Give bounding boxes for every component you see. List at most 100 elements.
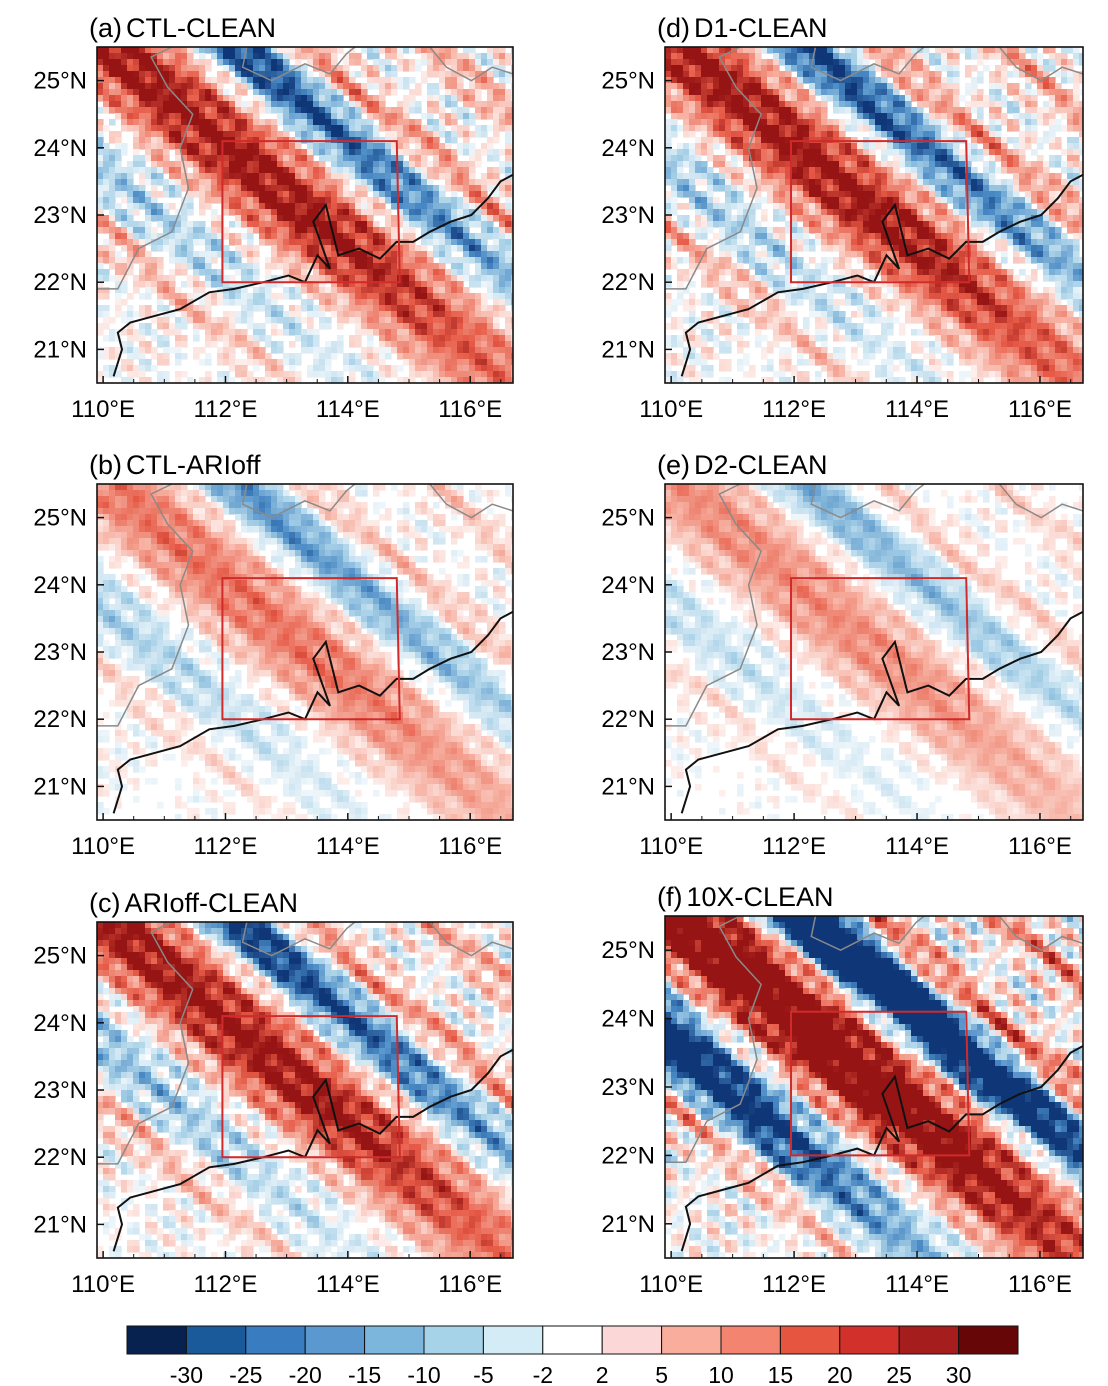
lon-tick-label: 116°E <box>438 396 502 423</box>
colorbar-segment <box>542 1325 603 1355</box>
province-border <box>665 47 762 290</box>
lat-tick-label: 22°N <box>33 269 87 296</box>
lat-tick-label: 25°N <box>33 943 87 970</box>
lon-tick-label: 114°E <box>316 833 380 860</box>
colorbar-label: 10 <box>708 1362 734 1386</box>
panel-name: 10X-CLEAN <box>686 882 833 912</box>
colorbar-segment <box>185 1325 247 1355</box>
lon-tick-label: 112°E <box>762 396 826 423</box>
province-border <box>429 47 513 82</box>
province-border <box>998 916 1083 952</box>
colorbar-label: 15 <box>768 1362 794 1386</box>
lon-tick-label: 110°E <box>71 1271 135 1298</box>
colorbar-segment <box>245 1325 306 1355</box>
province-border <box>810 484 925 519</box>
colorbar-segment <box>958 1325 1019 1355</box>
province-border <box>429 484 513 519</box>
colorbar-segment <box>779 1325 841 1355</box>
province-border <box>241 922 356 957</box>
province-border <box>97 922 194 1165</box>
coastline <box>680 1045 1083 1252</box>
panel-title: (f) 10X-CLEAN <box>657 882 834 912</box>
lon-tick-label: 110°E <box>639 833 703 860</box>
province-border <box>665 916 762 1163</box>
coastline <box>680 173 1083 377</box>
lon-tick-label: 110°E <box>71 396 135 423</box>
lon-tick-label: 112°E <box>194 833 258 860</box>
colorbar-segment <box>720 1325 781 1355</box>
lon-tick-label: 110°E <box>639 396 703 423</box>
colorbar-label: -5 <box>473 1362 493 1386</box>
lat-tick-label: 24°N <box>33 572 87 599</box>
coastline <box>112 610 513 814</box>
lat-tick-label: 22°N <box>601 269 655 296</box>
lat-tick-label: 21°N <box>33 1211 87 1238</box>
lat-tick-label: 25°N <box>33 505 87 532</box>
coastline <box>112 173 513 377</box>
coastline <box>112 1048 513 1252</box>
panel-title: (a) CTL-CLEAN <box>89 13 276 43</box>
anomaly-field <box>97 484 513 820</box>
study-region-box <box>790 140 971 284</box>
province-border <box>810 916 925 952</box>
lon-tick-label: 116°E <box>438 1271 502 1298</box>
lat-tick-label: 23°N <box>601 639 655 666</box>
panel-letter: (a) <box>89 13 122 43</box>
colorbar-label: 2 <box>596 1362 609 1386</box>
province-border <box>810 47 925 82</box>
lat-tick-label: 24°N <box>601 135 655 162</box>
panel-letter: (c) <box>89 888 120 918</box>
lon-tick-label: 116°E <box>1008 1271 1072 1298</box>
lon-tick-label: 110°E <box>71 833 135 860</box>
lat-tick-label: 23°N <box>601 202 655 229</box>
lat-tick-label: 22°N <box>33 1144 87 1171</box>
lat-tick-label: 25°N <box>601 505 655 532</box>
lon-tick-label: 114°E <box>885 1271 949 1298</box>
lon-tick-label: 114°E <box>885 833 949 860</box>
colorbar-segment <box>364 1325 425 1355</box>
lon-tick-label: 114°E <box>885 396 949 423</box>
province-border <box>241 484 356 519</box>
lat-tick-label: 23°N <box>33 202 87 229</box>
lon-tick-label: 112°E <box>762 1271 826 1298</box>
lat-tick-label: 22°N <box>601 1142 655 1169</box>
colorbar-label: -20 <box>289 1362 322 1386</box>
colorbar-label: -2 <box>533 1362 553 1386</box>
lon-tick-label: 110°E <box>639 1271 703 1298</box>
panel-title: (d) D1-CLEAN <box>657 13 828 43</box>
colorbar-segment <box>898 1325 960 1355</box>
anomaly-field <box>97 922 513 1258</box>
study-region-box <box>221 577 401 721</box>
province-border <box>97 484 194 727</box>
colorbar-label: 5 <box>655 1362 668 1386</box>
colorbar-label: -30 <box>170 1362 203 1386</box>
panel-name: CTL-ARIoff <box>126 450 261 480</box>
lat-tick-label: 21°N <box>601 773 655 800</box>
study-region-box <box>221 140 401 284</box>
lat-tick-label: 21°N <box>601 1211 655 1238</box>
province-border <box>97 47 194 290</box>
lon-tick-label: 112°E <box>762 833 826 860</box>
province-border <box>665 484 762 727</box>
panel-title: (e) D2-CLEAN <box>657 450 828 480</box>
colorbar: -30 -25 -20 -15 -10 -5 -2 2 5 10 15 20 25 30 <box>126 1325 1019 1386</box>
lat-tick-label: 23°N <box>33 639 87 666</box>
panel-letter: (f) <box>657 882 682 912</box>
map-panel: (c) ARIoff-CLEAN25°N24°N23°N22°N21°N110°E… <box>33 888 514 1298</box>
lat-tick-label: 21°N <box>33 773 87 800</box>
lon-tick-label: 116°E <box>1008 396 1072 423</box>
lon-tick-label: 114°E <box>316 1271 380 1298</box>
lat-tick-label: 22°N <box>33 706 87 733</box>
province-border <box>998 484 1083 519</box>
anomaly-field <box>665 916 1083 1258</box>
colorbar-segment <box>661 1325 722 1355</box>
colorbar-segment <box>482 1325 544 1355</box>
colorbar-label: 25 <box>886 1362 912 1386</box>
province-border <box>241 47 356 82</box>
